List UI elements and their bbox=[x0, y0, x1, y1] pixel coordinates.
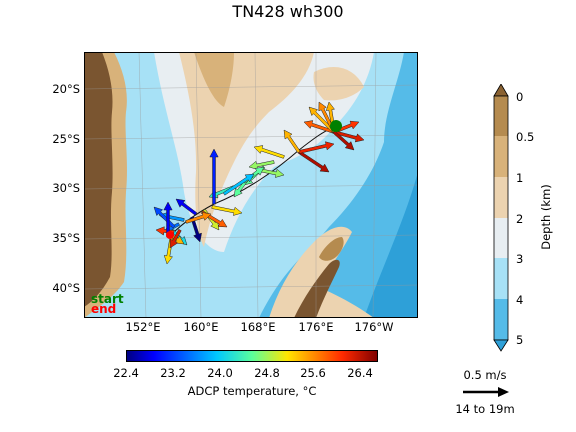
ship-track bbox=[171, 126, 335, 235]
depth-colorbar-label: Depth (km) bbox=[539, 184, 553, 250]
australia-land bbox=[84, 52, 113, 307]
velocity-arrow bbox=[332, 130, 355, 151]
plateau-0.5-1km bbox=[194, 52, 234, 107]
legend-end: end bbox=[91, 302, 117, 316]
depth-tick: 4 bbox=[516, 293, 524, 307]
chart-title: TN428 wh300 bbox=[232, 2, 344, 21]
velocity-arrow bbox=[248, 160, 275, 170]
temp-tick: 23.2 bbox=[160, 366, 186, 380]
temp-tick: 24.8 bbox=[254, 366, 280, 380]
temp-colorbar-label: ADCP temperature, °C bbox=[187, 384, 317, 398]
shelf-norfolk bbox=[313, 67, 364, 101]
velocity-arrow bbox=[209, 148, 219, 205]
depth-tick: 0 bbox=[516, 90, 524, 104]
scale-speed-label: 0.5 m/s bbox=[463, 368, 507, 382]
legend-start: start bbox=[91, 292, 124, 306]
lat-label: 35°S bbox=[52, 231, 80, 245]
velocity-arrow bbox=[153, 206, 176, 229]
scale-arrow bbox=[463, 387, 509, 397]
scale-depth-range: 14 to 19m bbox=[455, 402, 515, 416]
lon-label: 152°E bbox=[125, 320, 161, 334]
velocity-arrow bbox=[175, 198, 198, 216]
depth-tick: 1 bbox=[516, 171, 524, 185]
depth-tick: 3 bbox=[516, 252, 524, 266]
track-end-marker bbox=[166, 231, 174, 239]
track-start-marker bbox=[330, 120, 342, 132]
velocity-arrow bbox=[222, 173, 255, 196]
nz-north bbox=[319, 237, 344, 261]
lat-label: 30°S bbox=[52, 181, 80, 195]
depth-tick: 2 bbox=[516, 212, 524, 226]
lat-label: 25°S bbox=[52, 132, 80, 146]
velocity-arrow bbox=[283, 129, 301, 154]
velocity-arrow bbox=[253, 145, 285, 159]
velocity-arrow bbox=[303, 120, 335, 134]
velocity-arrow bbox=[308, 106, 336, 134]
depth-colorbar bbox=[493, 84, 509, 352]
lat-label: 20°S bbox=[52, 82, 80, 96]
nz-land bbox=[294, 259, 340, 318]
depth-tick: 5 bbox=[516, 333, 524, 347]
velocity-arrow bbox=[169, 228, 182, 249]
lon-label: 176°E bbox=[298, 320, 334, 334]
temperature-colorbar bbox=[126, 350, 378, 362]
map-panel bbox=[84, 52, 418, 318]
velocity-arrow bbox=[185, 212, 212, 224]
temp-tick: 26.4 bbox=[347, 366, 373, 380]
velocity-arrow bbox=[297, 150, 330, 173]
nz-shelf bbox=[269, 226, 374, 318]
temp-tick: 22.4 bbox=[113, 366, 139, 380]
velocity-arrow bbox=[211, 205, 243, 216]
lon-label: 160°E bbox=[183, 320, 219, 334]
velocity-arrow bbox=[163, 201, 173, 238]
temp-tick: 25.6 bbox=[300, 366, 326, 380]
lon-label: 176°W bbox=[354, 320, 394, 334]
lat-label: 40°S bbox=[52, 281, 80, 295]
velocity-arrow bbox=[298, 141, 335, 154]
graticule bbox=[84, 52, 418, 318]
lon-label: 168°E bbox=[240, 320, 276, 334]
depth-tick: 0.5 bbox=[516, 130, 535, 144]
temp-tick: 24.0 bbox=[207, 366, 233, 380]
